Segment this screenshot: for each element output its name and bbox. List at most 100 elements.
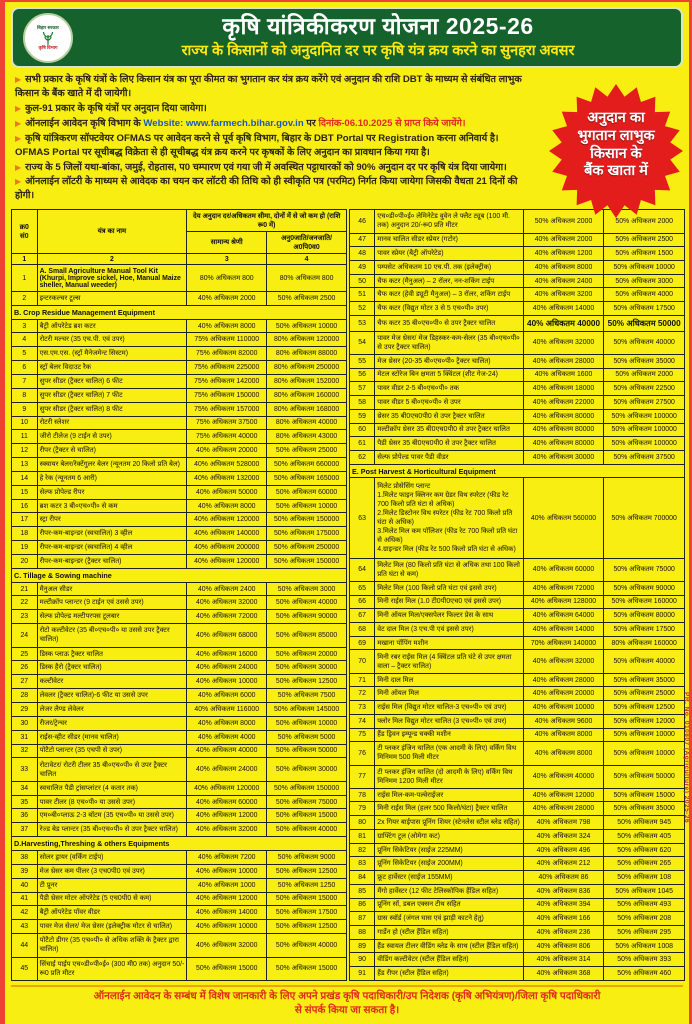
table-row: 74 फ्लोर मिल विद्युत मोटर चालित (3 एच०पी०… — [348, 713, 685, 729]
col-sn: 33 — [11, 757, 38, 782]
col-reserved: 50% अधिकतम 10000 — [266, 318, 347, 334]
col-name: एच०डी०पी०ई० लेमिनेटेड वुवेन ले फ्लैट ट्य… — [374, 209, 524, 234]
col-name: ग्रास स्वॉर्ड (जंगल घास एवं झाड़ी काटने … — [374, 911, 524, 926]
col-name: ग्राफ्टिंग टूल (ओमेगा कट) — [374, 828, 524, 844]
col-name: रीपर-कम-बाइन्डर (स्वचालित) 3 व्हील — [36, 526, 188, 542]
table-row: 46 एच०डी०पी०ई० लेमिनेटेड वुवेन ले फ्लैट ट… — [348, 209, 685, 234]
table-row: 73 राईस मिल (विद्युत मोटर चालित-3 एच०पी० … — [348, 700, 685, 715]
col-general: 75% अधिकतम 225000 — [186, 360, 268, 375]
col-general: 40% अधिकतम 32000 — [522, 649, 605, 674]
col-reserved: 50% अधिकतम 90000 — [266, 609, 347, 625]
col-reserved: 50% अधिकतम 145000 — [266, 701, 347, 717]
col-general: 75% अधिकतम 37500 — [186, 415, 268, 431]
col-reserved: 50% अधिकतम 15000 — [266, 891, 347, 907]
col-general: 40% अधिकतम 8000 — [186, 715, 268, 731]
col-general: 40% अधिकतम 7200 — [186, 850, 268, 865]
col-name: मल्टीक्रॉप थ्रेसर 35 बी0एच0पी0 से उपर ट्… — [374, 422, 524, 438]
col-general: 40% अधिकतम 40000 — [522, 314, 605, 332]
col-sn: 71 — [348, 672, 376, 688]
col-general: 40% अधिकतम 20000 — [522, 686, 605, 702]
col-sn: 14 — [11, 470, 38, 486]
note-item: ▶ कुल-91 प्रकार के कृषि यंत्रों पर अनुदान… — [15, 102, 533, 116]
section-header: B. Crop Residue Management Equipment — [11, 304, 347, 320]
col-general: 40% अधिकतम 116000 — [186, 701, 268, 717]
col-sn: 73 — [348, 700, 376, 715]
col-general: 40% अधिकतम 32000 — [186, 822, 268, 838]
col-reserved: 50% अधिकतम 15000 — [266, 808, 347, 824]
col-sn: 8 — [11, 387, 38, 403]
table-row: 7 सुपर सीडर (ट्रैक्टर चालित) 6 फीट 75% अधि… — [11, 373, 347, 389]
col-reserved: 50% अधिकतम 12500 — [603, 700, 685, 715]
col-name: पावर मेज थ्रेसर/ मेज डिहस्कर-कम-सेलर (35… — [374, 330, 524, 355]
col-general: 40% अधिकतम 22000 — [522, 395, 605, 410]
badge-line: बैंक खाता में — [584, 163, 648, 180]
col-sn: 79 — [348, 801, 376, 817]
col-name: हैंड रीपर (स्टील हैंडिल सहित) — [374, 966, 524, 982]
section-row: B. Crop Residue Management Equipment — [11, 304, 347, 320]
col-general: 40% अधिकतम 14000 — [522, 301, 605, 316]
col-name: हे रेक (न्यूनतम 6 आरी) — [36, 470, 188, 486]
col-name: पावर स्प्रेयर (बैट्री ऑपरेटेड) — [374, 246, 524, 261]
col-general: 40% अधिकतम 32000 — [186, 595, 268, 611]
col-general: 40% अधिकतम 166 — [522, 911, 605, 926]
col-general: 40% अधिकतम 60000 — [522, 557, 605, 582]
table-row: 16 ब्रश कटर 3 बी०एच०पी० से कम 40% अधिकतम 8… — [11, 498, 347, 514]
table-row: 77 टी प्लकर इंजिन चालित (दो आदमी के लिए) … — [348, 764, 685, 789]
col-reserved: 50% अधिकतम 40000 — [266, 822, 347, 838]
website-link[interactable]: Website: www.farmech.bihar.gov.in — [143, 117, 304, 129]
table-row: 87 ग्रास स्वॉर्ड (जंगल घास एवं झाड़ी काटन… — [348, 911, 685, 926]
col-sn: 12 — [11, 443, 38, 459]
col-sn: 83 — [348, 856, 376, 872]
col-general: 40% अधिकतम 9600 — [522, 713, 605, 729]
col-general: 40% अधिकतम 68000 — [186, 623, 268, 648]
table-row: 28 लेवलर (ट्रैक्टर चालित)-6 फीट या उससे उ… — [11, 688, 347, 703]
col-sn: 42 — [11, 905, 38, 921]
col-general: 40% अधिकतम 236 — [522, 924, 605, 940]
col-header-sn: क्र0 सं0 — [11, 209, 38, 255]
col-reserved: 50% अधिकतम 50000 — [603, 314, 685, 332]
col-name: पावर वीडर 2-5 बी०एच०पी० तक — [374, 381, 524, 397]
col-reserved: 50% अधिकतम 1250 — [266, 877, 347, 893]
table-row: 83 प्रूनिंग सिकेटियर (साईज 200MM) 40% अधिक… — [348, 856, 685, 872]
table-row: 84 फ्रूट हार्वेस्टर (साईज 155MM) 40% अधिकत… — [348, 870, 685, 885]
col-reserved: 50% अधिकतम 40000 — [266, 933, 347, 958]
col-reserved: 50% अधिकतम 150000 — [266, 553, 347, 569]
table-row: 49 पम्पसेट अधिकतम 10 एच.पी. तक (इलेक्ट्री… — [348, 259, 685, 275]
col-reserved: 50% अधिकतम 2500 — [266, 290, 347, 306]
table-row: 8 सुपर सीडर (ट्रैक्टर चालित) 7 फीट 75% अधि… — [11, 387, 347, 403]
table-row: 42 बैट्री ऑपरेटेड पॉवर वीडर 40% अधिकतम 140… — [11, 905, 347, 921]
col-header-rate: देय अनुदान दर/अधिकतम सीमा, दोनों में से … — [186, 209, 347, 233]
col-name: मेटल स्टोरेज बिन क्षमता 5 क्विंटल (शीट ग… — [374, 367, 524, 383]
section-row: D.Harvesting,Threshing & others Equipmen… — [11, 836, 347, 852]
col-general: 40% अधिकतम 14000 — [522, 622, 605, 637]
col-reserved: 50% अधिकतम 165000 — [266, 470, 347, 486]
col-reserved: 50% अधिकतम 12500 — [266, 674, 347, 690]
col-reserved: 50% अधिकतम 35000 — [603, 672, 685, 688]
note-item: ▶ कृषि यांत्रिकरण सॉफ्टवेयर OFMAS पर आवेद… — [15, 132, 533, 160]
col-reserved: 50% अधिकतम 100000 — [603, 436, 685, 451]
col-reserved: 50% अधिकतम 208 — [603, 911, 685, 926]
col-name: सुपर सीडर (ट्रैक्टर चालित) 6 फीट — [36, 373, 188, 389]
col-general: 75% अधिकतम 40000 — [186, 429, 268, 445]
equipment-table-right: 46 एच०डी०पी०ई० लेमिनेटेड वुवेन ले फ्लैट ट… — [348, 209, 685, 982]
col-reserved: 50% अधिकतम 25000 — [603, 686, 685, 702]
col-name: स्ट्रा रीपर — [36, 512, 188, 528]
section-row: C. Tillage & Sowing machine — [11, 567, 347, 583]
table-row: 6 स्ट्रॉ बेलर विदाउट रैक 75% अधिकतम 225000… — [11, 360, 347, 375]
col-reserved: 50% अधिकतम 2500 — [603, 232, 685, 248]
table-row: 86 प्रूनिंग सॉ, डबल एक्सन टीथ सहित 40% अधि… — [348, 897, 685, 913]
table-row: 9 सुपर सीडर (ट्रैक्टर चालित) 8 फीट 75% अधि… — [11, 401, 347, 417]
col-general: 40% अधिकतम 1000 — [186, 877, 268, 893]
col-sn: 72 — [348, 686, 376, 702]
col-general: 75% अधिकतम 157000 — [186, 401, 268, 417]
col-reserved: 50% अधिकतम 250000 — [266, 540, 347, 555]
col-name: लेवलर (ट्रैक्टर चालित)-6 फीट या उससे उपर — [36, 688, 188, 703]
col-sn: 27 — [11, 674, 38, 690]
table-row: 55 मेज थ्रेसर (20-35 बी०एच०पी० ट्रैक्टर च… — [348, 353, 685, 369]
bullet-icon: ▶ — [15, 118, 22, 128]
col-reserved: 50% अधिकतम 12500 — [266, 919, 347, 935]
col-reserved: 50% अधिकतम 35000 — [603, 801, 685, 817]
table-row: 62 सेल्फ प्रोपेल्ड पावर पैडी वीडर 40% अधिक… — [348, 449, 685, 465]
col-general: 40% अधिकतम 3200 — [522, 287, 605, 303]
col-reserved: 50% अधिकतम 175000 — [266, 526, 347, 542]
